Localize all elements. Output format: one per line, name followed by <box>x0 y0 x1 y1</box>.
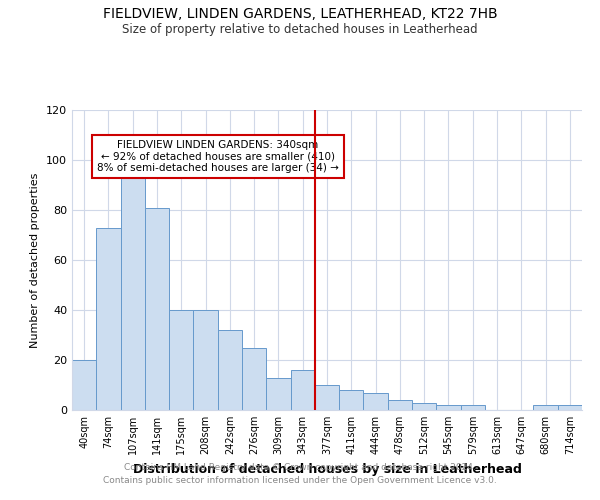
Bar <box>412 402 436 410</box>
Bar <box>461 405 485 410</box>
Text: Contains HM Land Registry data © Crown copyright and database right 2024.
Contai: Contains HM Land Registry data © Crown c… <box>103 464 497 485</box>
X-axis label: Distribution of detached houses by size in Leatherhead: Distribution of detached houses by size … <box>133 462 521 475</box>
Bar <box>218 330 242 410</box>
Bar <box>72 360 96 410</box>
Bar <box>315 385 339 410</box>
Bar <box>169 310 193 410</box>
Bar <box>193 310 218 410</box>
Bar <box>533 405 558 410</box>
Bar <box>266 378 290 410</box>
Text: Size of property relative to detached houses in Leatherhead: Size of property relative to detached ho… <box>122 22 478 36</box>
Bar <box>339 390 364 410</box>
Text: FIELDVIEW, LINDEN GARDENS, LEATHERHEAD, KT22 7HB: FIELDVIEW, LINDEN GARDENS, LEATHERHEAD, … <box>103 8 497 22</box>
Bar <box>388 400 412 410</box>
Bar <box>242 348 266 410</box>
Bar <box>290 370 315 410</box>
Bar <box>436 405 461 410</box>
Y-axis label: Number of detached properties: Number of detached properties <box>31 172 40 348</box>
Bar <box>121 158 145 410</box>
Bar <box>558 405 582 410</box>
Bar <box>145 208 169 410</box>
Bar <box>364 392 388 410</box>
Text: FIELDVIEW LINDEN GARDENS: 340sqm
← 92% of detached houses are smaller (410)
8% o: FIELDVIEW LINDEN GARDENS: 340sqm ← 92% o… <box>97 140 338 173</box>
Bar <box>96 228 121 410</box>
